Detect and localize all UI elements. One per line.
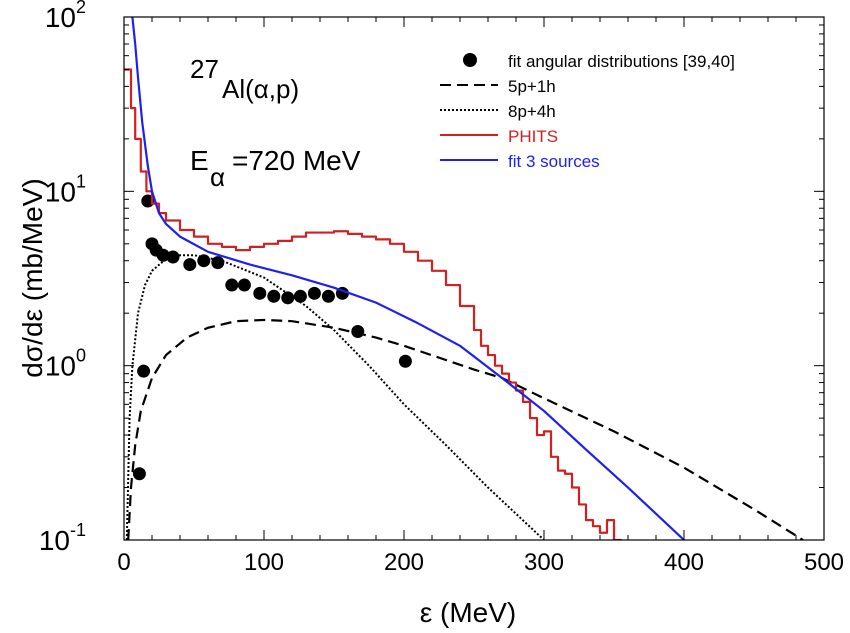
data-point: [225, 278, 239, 292]
legend-label-fit-angular-distributions-39-40: fit angular distributions [39,40]: [508, 52, 735, 71]
data-point: [293, 289, 307, 303]
data-point: [307, 286, 321, 300]
x-axis-label: ε (MeV): [420, 597, 516, 628]
energy-value: =720 MeV: [232, 145, 361, 176]
y-tick-exponent: 0: [76, 346, 86, 366]
energy-symbol: E: [190, 145, 209, 176]
reaction-label: Al(α,p): [222, 74, 299, 104]
series-phits-line: [124, 68, 623, 540]
series-5p-1h-line: [127, 318, 804, 540]
data-point: [211, 256, 225, 270]
data-point: [398, 354, 412, 368]
energy-subscript: α: [210, 162, 225, 192]
legend-marker: [463, 53, 477, 67]
x-tick-label: 100: [244, 549, 284, 576]
legend-label-fit-3-sources: fit 3 sources: [508, 152, 600, 171]
y-tick-label: 101: [45, 171, 86, 207]
y-tick-base: 10: [45, 176, 76, 207]
x-tick-label: 400: [664, 549, 704, 576]
y-tick-label: 100: [45, 346, 86, 382]
data-point: [156, 248, 170, 262]
y-axis-label: dσ/dε (mb/MeV): [17, 178, 48, 377]
x-tick-label: 300: [524, 549, 564, 576]
legend: fit angular distributions [39,40] 5p+1h 8p…: [440, 52, 735, 171]
data-point: [183, 258, 197, 272]
data-point: [267, 289, 281, 303]
legend-label-phits: PHITS: [508, 127, 558, 146]
y-tick-base: 10: [45, 2, 76, 33]
plot-frame: [123, 16, 825, 541]
y-tick-label: 10-1: [39, 520, 86, 556]
y-tick-base: 10: [39, 525, 70, 556]
data-point: [132, 467, 146, 481]
legend-label-5p-1h: 5p+1h: [508, 77, 556, 96]
data-point: [321, 289, 335, 303]
x-tick-label: 0: [117, 549, 130, 576]
data-point: [237, 278, 251, 292]
legend-label-8p-4h: 8p+4h: [508, 102, 556, 121]
data-point: [253, 286, 267, 300]
y-tick-base: 10: [45, 351, 76, 382]
x-tick-label: 500: [804, 549, 844, 576]
data-point: [351, 325, 365, 339]
y-tick-label: 102: [45, 0, 86, 33]
series-fit-3-sources-line: [131, 17, 685, 540]
data-point: [137, 364, 151, 378]
series-8p-4h-line: [125, 254, 545, 540]
x-tick-label: 200: [384, 549, 424, 576]
y-tick-exponent: -1: [70, 520, 86, 540]
y-tick-exponent: 2: [76, 0, 86, 17]
reaction-mass: 27: [190, 54, 219, 84]
data-point: [281, 291, 295, 305]
y-tick-exponent: 1: [76, 171, 86, 191]
